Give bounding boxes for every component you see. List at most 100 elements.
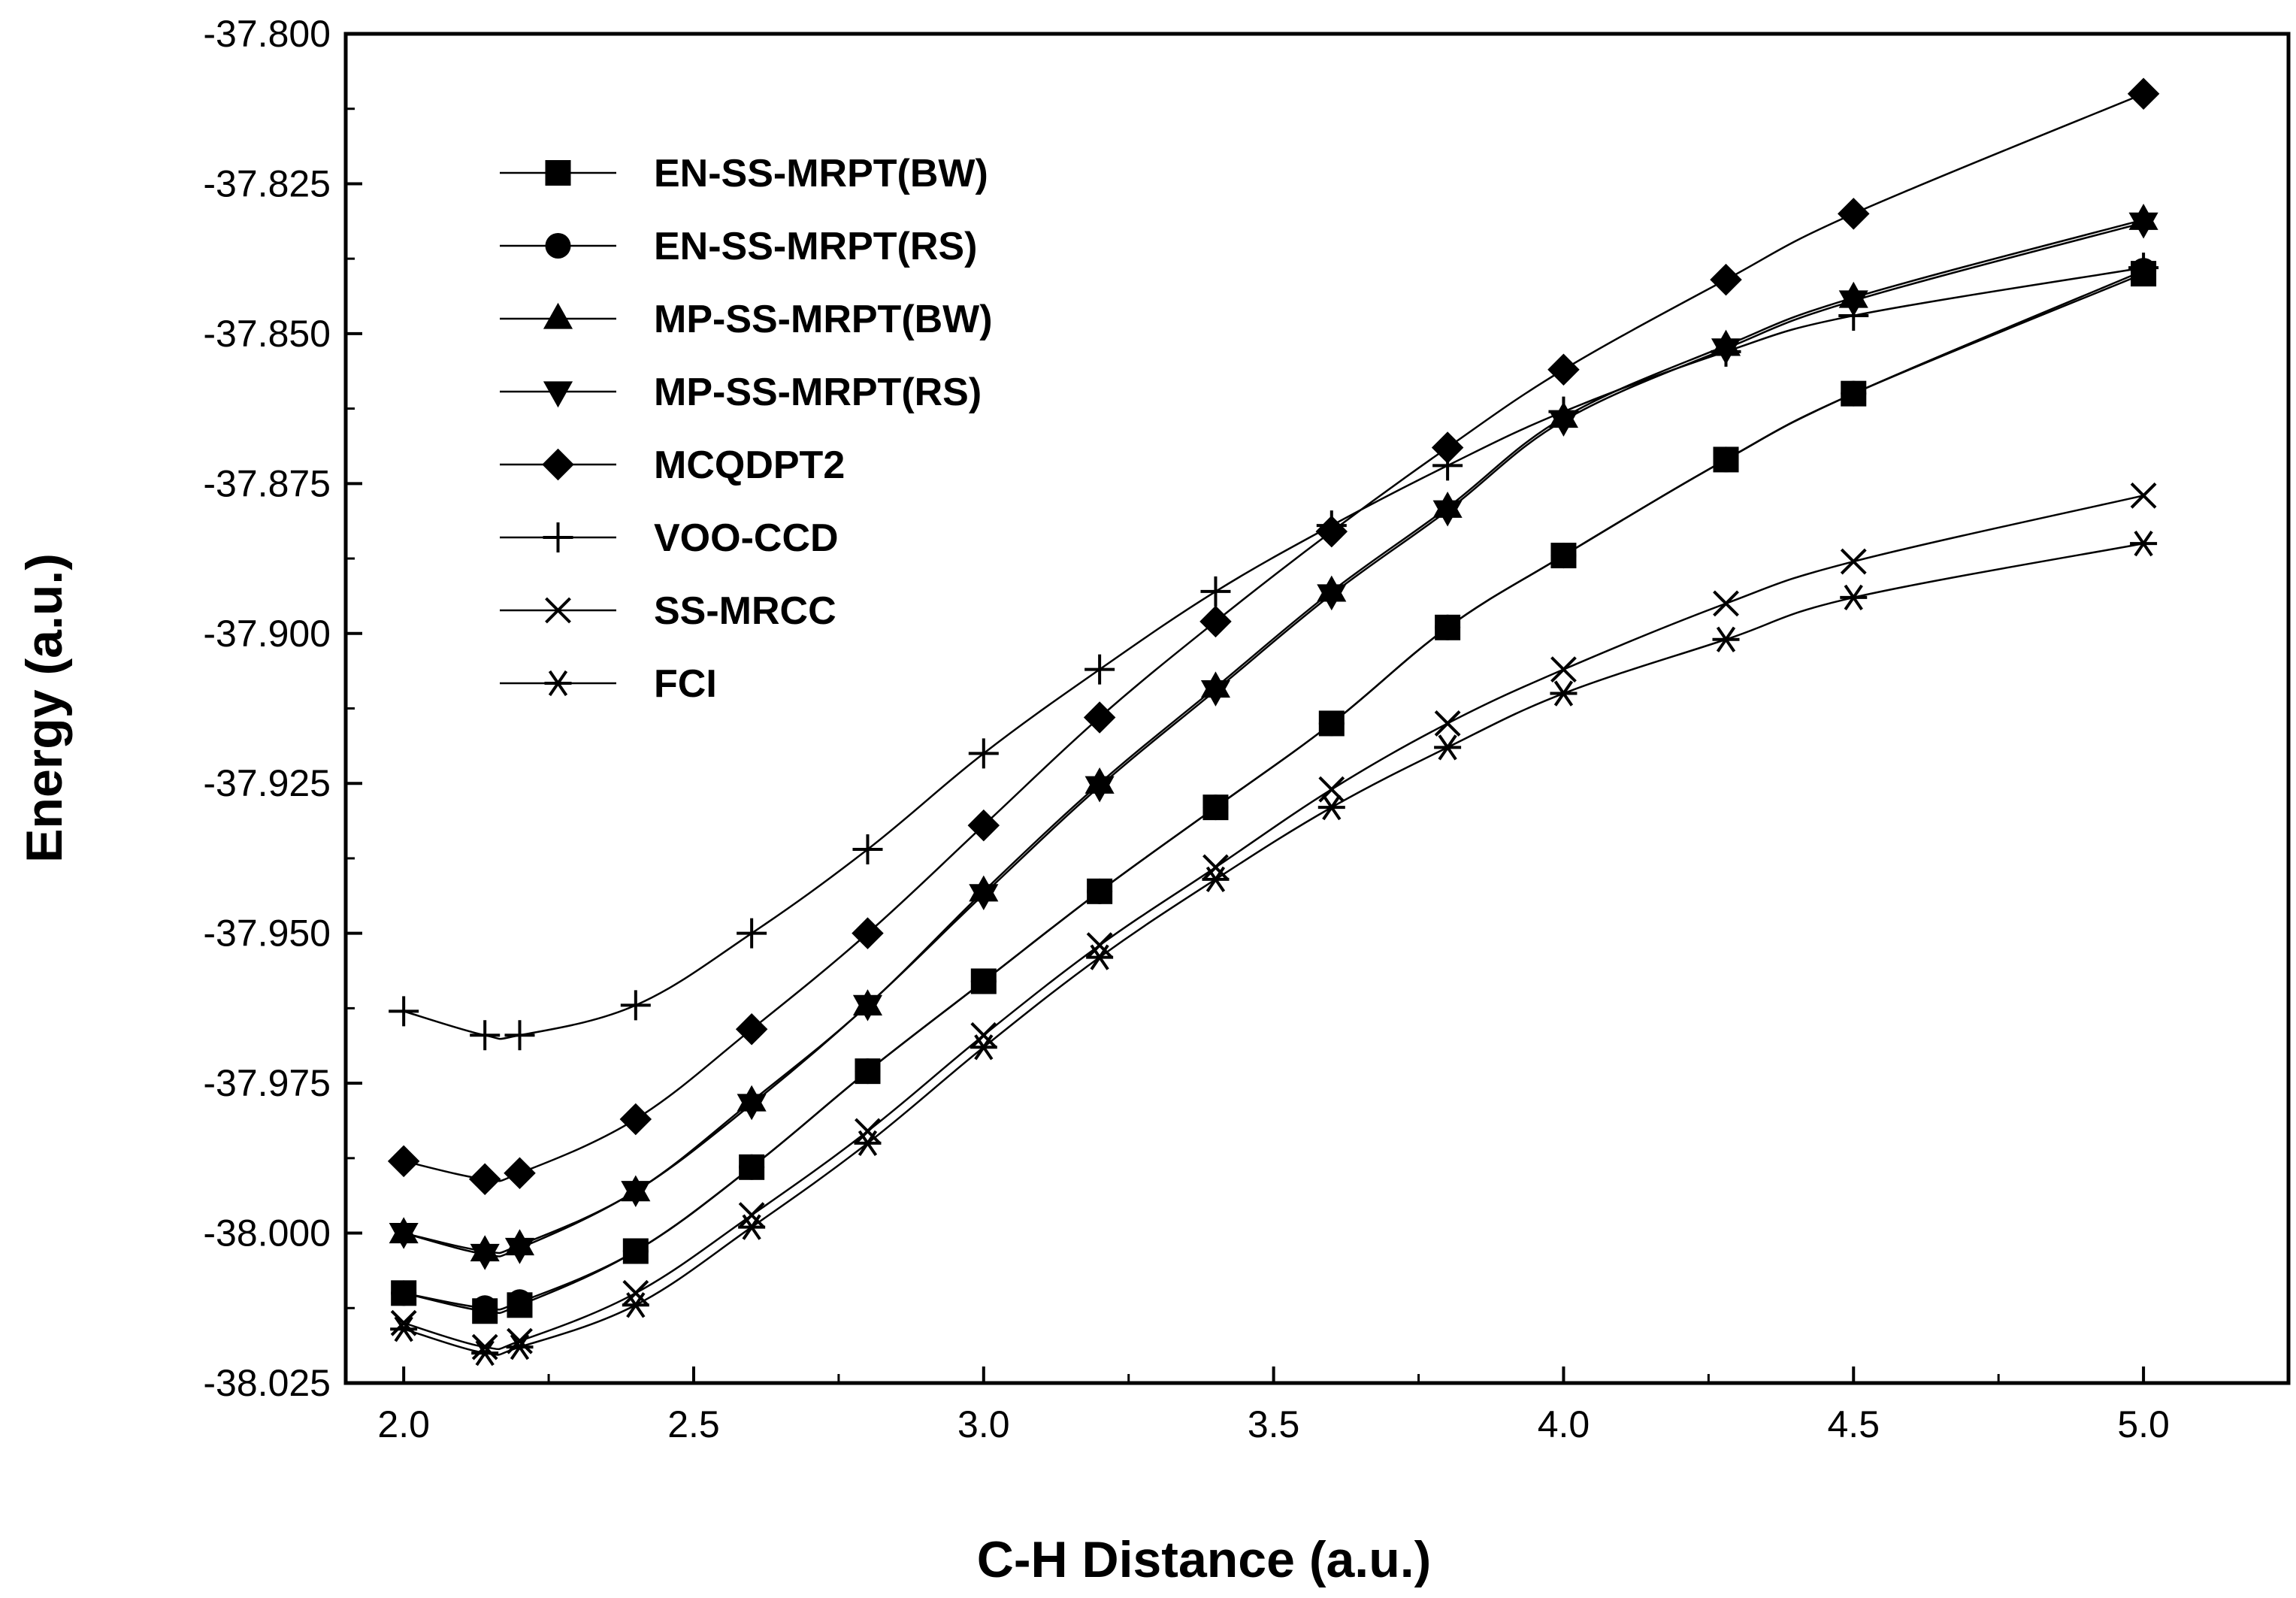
series-FCI [390,530,2158,1366]
data-point [852,994,883,1021]
series-EN-SS-MRPT(BW) [391,261,2157,1324]
data-point [852,834,883,864]
data-point [1200,679,1231,707]
data-point [2130,530,2158,557]
y-tick-label: -37.850 [203,313,331,355]
series-line [403,272,2144,1315]
data-point [1548,396,1579,427]
data-point [1713,446,1739,473]
data-point [1547,353,1580,386]
data-point [1841,380,1867,407]
data-point [855,1118,881,1145]
x-tick-label: 3.5 [1248,1403,1300,1445]
data-point [1550,680,1578,707]
series-line [403,269,2144,1311]
data-point [389,1222,419,1249]
data-point [1086,932,1113,959]
data-point [968,738,999,769]
legend-marker [542,448,574,481]
legend-label: MP-SS-MRPT(BW) [654,298,993,341]
series-MP-SS-MRPT(BW) [389,204,2158,1262]
data-point [468,1163,501,1196]
legend-marker [543,381,573,408]
data-point [1316,510,1347,541]
data-point [1838,198,1870,230]
data-point [2128,253,2159,283]
data-point [854,1130,882,1157]
legend-item: EN-SS-MRPT(BW) [500,152,988,195]
legend-label: SS-MRCC [654,589,836,633]
x-tick-label: 3.0 [957,1403,1010,1445]
data-point [1840,548,1867,575]
x-tick-label: 2.0 [377,1403,430,1445]
legend-item: FCI [500,662,717,706]
data-point [1083,701,1116,734]
x-tick-label: 5.0 [2117,1403,2170,1445]
data-point [970,1021,997,1049]
data-point [969,884,999,911]
y-tick-label: -37.825 [203,162,331,204]
data-point [739,1154,765,1180]
data-point [1199,605,1232,638]
legend-label: FCI [654,662,717,706]
data-point [1710,263,1742,296]
data-point [389,996,419,1027]
data-point [387,1145,420,1178]
data-point [1434,710,1461,737]
y-tick-label: -37.800 [203,13,331,55]
data-point [1434,734,1462,761]
data-point [738,1202,765,1229]
series-EN-SS-MRPT(RS) [391,258,2157,1321]
series-MCQDPT2 [387,77,2160,1196]
data-point [1432,450,1463,481]
data-point [1317,794,1345,821]
legend-marker [544,670,572,697]
legend-label: EN-SS-MRPT(RS) [654,225,977,268]
y-tick-label: -37.950 [203,912,331,955]
data-point [1202,866,1230,893]
data-point [2130,482,2157,509]
data-point [1435,614,1461,640]
data-point [504,1237,535,1264]
data-point [738,1214,766,1240]
data-point [507,1289,533,1315]
data-point [735,1013,768,1046]
series [387,77,2160,1366]
data-point [1317,584,1347,611]
legend-marker [543,522,573,552]
data-point [622,1238,649,1264]
y-tick-label: -37.925 [203,762,331,804]
data-point [1432,500,1463,527]
data-point [1318,776,1345,803]
legend-marker [545,233,571,259]
legend-marker [543,302,573,329]
data-point [970,1034,997,1061]
data-point [621,1181,651,1207]
y-tick-label: -38.000 [203,1212,331,1254]
data-point [737,1094,767,1121]
data-point [471,1339,499,1366]
data-point [1084,776,1115,803]
data-point [1202,794,1229,821]
data-point [1086,944,1114,970]
legend-item: MP-SS-MRPT(BW) [500,298,993,341]
ticks: 2.0 2.5 3.0 3.5 4.0 4.5 5.0 -37.800 -37.825 -37.8… [203,13,2169,1445]
data-point [506,1333,534,1360]
legend-item: MP-SS-MRPT(RS) [500,371,982,414]
y-axis-title: Energy (a.u.) [16,553,73,863]
data-point [470,1020,501,1051]
data-point [737,918,767,949]
legend-item: SS-MRCC [500,589,836,633]
data-point [620,990,651,1021]
data-point [1318,710,1345,737]
y-tick-label: -38.025 [203,1362,331,1404]
y-tick-label: -37.900 [203,613,331,655]
data-point [1713,590,1739,617]
data-point [1202,854,1229,881]
legend-item: EN-SS-MRPT(RS) [500,225,977,268]
data-point [472,1295,498,1321]
x-tick-label: 2.5 [667,1403,720,1445]
data-point [622,1292,649,1318]
data-point [855,1058,881,1085]
